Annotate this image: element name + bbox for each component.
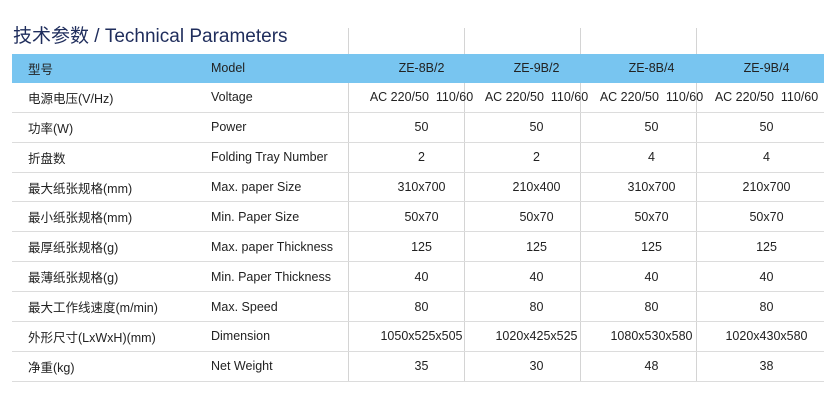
param-value: 2 [364, 142, 479, 173]
param-value: 40 [594, 261, 709, 293]
param-en: Folding Tray Number [211, 142, 364, 173]
param-value: 50 [364, 112, 479, 143]
param-value: AC 220/50 110/60 [594, 82, 709, 113]
param-value: 38 [709, 351, 824, 382]
param-value: 50x70 [709, 201, 824, 233]
param-value: 125 [594, 231, 709, 263]
param-value: AC 220/50 110/60 [479, 82, 594, 113]
param-value: 1020x430x580 [709, 321, 824, 352]
header-cn: 型号 [12, 54, 211, 83]
header-en: Model [211, 54, 364, 83]
param-value: 50 [594, 112, 709, 143]
param-value: 40 [709, 261, 824, 293]
page-title: 技术参数 / Technical Parameters [13, 26, 288, 47]
table-row: 外形尺寸(LxWxH)(mm) Dimension 1050x525x505 1020… [12, 321, 824, 352]
param-cn: 最大工作线速度(m/min) [12, 291, 211, 323]
param-value: 310x700 [364, 172, 479, 203]
param-en: Voltage [211, 82, 364, 113]
table-row: 电源电压(V/Hz) Voltage AC 220/50 110/60 AC 220/… [12, 82, 824, 113]
table-header-row: 型号 Model ZE-8B/2 ZE-9B/2 ZE-8B/4 ZE-9B/4 [12, 54, 824, 83]
param-value: 35 [364, 351, 479, 382]
header-model: ZE-8B/4 [594, 54, 709, 83]
param-value: 4 [594, 142, 709, 173]
table-row: 最薄纸张规格(g) Min. Paper Thickness 40 40 40 40 [12, 261, 824, 293]
param-value: 80 [709, 291, 824, 323]
param-en: Min. Paper Thickness [211, 261, 364, 293]
param-en: Net Weight [211, 351, 364, 382]
parameters-table: 型号 Model ZE-8B/2 ZE-9B/2 ZE-8B/4 ZE-9B/4… [12, 54, 824, 382]
header-model: ZE-8B/2 [364, 54, 479, 83]
param-cn: 最厚纸张规格(g) [12, 231, 211, 263]
table-row: 最大纸张规格(mm) Max. paper Size 310x700 210x400 3… [12, 172, 824, 203]
table-row: 最小纸张规格(mm) Min. Paper Size 50x70 50x70 50x70… [12, 201, 824, 233]
param-en: Max. Speed [211, 291, 364, 323]
param-en: Dimension [211, 321, 364, 352]
param-en: Min. Paper Size [211, 201, 364, 233]
param-value: 210x400 [479, 172, 594, 203]
param-value: 125 [364, 231, 479, 263]
param-value: 50x70 [479, 201, 594, 233]
param-value: 1020x425x525 [479, 321, 594, 352]
param-en: Power [211, 112, 364, 143]
param-value: 210x700 [709, 172, 824, 203]
param-cn: 折盘数 [12, 142, 211, 173]
param-value: 80 [479, 291, 594, 323]
param-cn: 净重(kg) [12, 351, 211, 382]
param-cn: 最小纸张规格(mm) [12, 201, 211, 233]
param-value: 50 [479, 112, 594, 143]
table-row: 最厚纸张规格(g) Max. paper Thickness 125 125 125 12… [12, 231, 824, 263]
table-row: 功率(W) Power 50 50 50 50 [12, 112, 824, 143]
param-cn: 最薄纸张规格(g) [12, 261, 211, 293]
param-cn: 电源电压(V/Hz) [12, 82, 211, 113]
param-value: 125 [709, 231, 824, 263]
header-model: ZE-9B/2 [479, 54, 594, 83]
table-row: 折盘数 Folding Tray Number 2 2 4 4 [12, 142, 824, 173]
param-value: 310x700 [594, 172, 709, 203]
param-value: 40 [364, 261, 479, 293]
param-value: 4 [709, 142, 824, 173]
param-cn: 功率(W) [12, 112, 211, 143]
param-value: 30 [479, 351, 594, 382]
param-value: 80 [364, 291, 479, 323]
param-value: 48 [594, 351, 709, 382]
param-value: 50x70 [364, 201, 479, 233]
param-cn: 外形尺寸(LxWxH)(mm) [12, 321, 211, 352]
param-value: 50 [709, 112, 824, 143]
param-value: 50x70 [594, 201, 709, 233]
header-model: ZE-9B/4 [709, 54, 824, 83]
param-cn: 最大纸张规格(mm) [12, 172, 211, 203]
param-value: 1080x530x580 [594, 321, 709, 352]
param-value: 125 [479, 231, 594, 263]
param-value: AC 220/50 110/60 [709, 82, 824, 113]
table-row: 最大工作线速度(m/min) Max. Speed 80 80 80 80 [12, 291, 824, 323]
param-en: Max. paper Thickness [211, 231, 364, 263]
param-en: Max. paper Size [211, 172, 364, 203]
param-value: 40 [479, 261, 594, 293]
param-value: 2 [479, 142, 594, 173]
param-value: 1050x525x505 [364, 321, 479, 352]
param-value: AC 220/50 110/60 [364, 82, 479, 113]
table-row: 净重(kg) Net Weight 35 30 48 38 [12, 351, 824, 382]
param-value: 80 [594, 291, 709, 323]
